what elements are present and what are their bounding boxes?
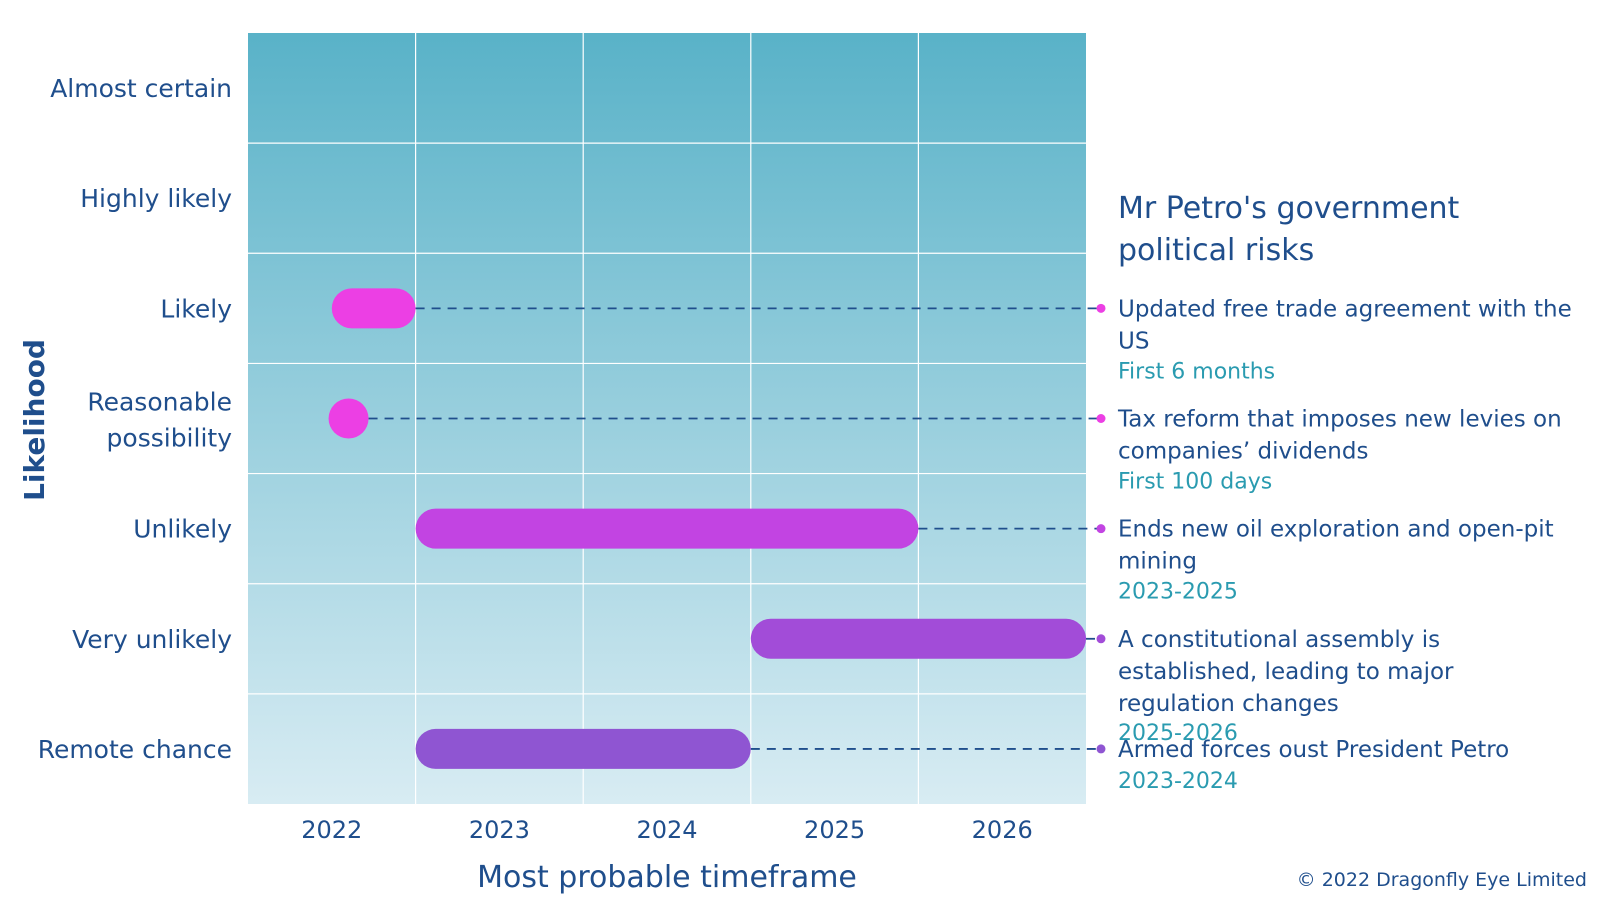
risk-bar	[750, 618, 1086, 659]
connector-dot	[1096, 744, 1106, 754]
y-tick-label: Almost certain	[50, 74, 232, 103]
y-axis-title: Likelihood	[18, 339, 51, 501]
y-tick-label: Highly likely	[80, 184, 232, 213]
risk-label-group: Ends new oil exploration and open-pit min…	[1118, 517, 1554, 605]
x-tick-label: 2024	[636, 816, 697, 844]
risk-period: First 6 months	[1118, 359, 1275, 384]
x-axis-labels: 2022 2023 2024 2025 2026	[301, 816, 1032, 844]
risk-label-group: Tax reform that imposes new levies on com…	[1117, 407, 1562, 495]
x-tick-label: 2023	[469, 816, 530, 844]
x-tick-label: 2026	[972, 816, 1033, 844]
y-tick-label: Reasonable possibility	[87, 388, 232, 453]
y-tick-label: Very unlikely	[72, 625, 232, 654]
connector-dot	[1096, 303, 1106, 313]
y-tick-label: Remote chance	[38, 735, 232, 764]
y-axis-labels: Almost certain Highly likely Likely Reasona…	[38, 74, 232, 764]
risk-label-group: Updated free trade agreement with the US F…	[1118, 296, 1572, 384]
panel-title: Mr Petro's government political risks	[1118, 191, 1460, 268]
connector-lines	[368, 303, 1106, 754]
risk-bars	[328, 288, 1086, 769]
risk-label: Updated free trade agreement with the US	[1118, 296, 1572, 354]
risk-labels: Updated free trade agreement with the US F…	[1117, 296, 1572, 794]
risk-label: Ends new oil exploration and open-pit min…	[1118, 517, 1554, 575]
risk-label-group: Armed forces oust President Petro 2023-20…	[1118, 737, 1509, 794]
risk-period: First 100 days	[1118, 470, 1272, 495]
risk-bar	[415, 728, 751, 769]
y-tick-label: Unlikely	[133, 515, 232, 544]
connector-dot	[1096, 524, 1106, 534]
risk-period: 2025-2026	[1118, 721, 1238, 746]
x-axis-title: Most probable timeframe	[477, 860, 857, 895]
risk-bar	[331, 288, 416, 329]
risk-label: Tax reform that imposes new levies on com…	[1117, 407, 1562, 465]
connector-dot	[1096, 634, 1106, 644]
risk-bar	[415, 508, 919, 549]
risk-period: 2023-2025	[1118, 580, 1238, 605]
risk-label: Armed forces oust President Petro	[1118, 737, 1509, 763]
x-tick-label: 2022	[301, 816, 362, 844]
x-tick-label: 2025	[804, 816, 865, 844]
risk-label: A constitutional assembly is established,…	[1118, 627, 1454, 717]
risk-label-group: A constitutional assembly is established,…	[1118, 627, 1454, 746]
connector-dot	[1096, 414, 1106, 423]
credit: © 2022 Dragonfly Eye Limited	[1297, 869, 1587, 891]
risk-period: 2023-2024	[1118, 769, 1238, 794]
y-tick-label: Likely	[160, 294, 232, 323]
risk-bar	[328, 398, 369, 439]
